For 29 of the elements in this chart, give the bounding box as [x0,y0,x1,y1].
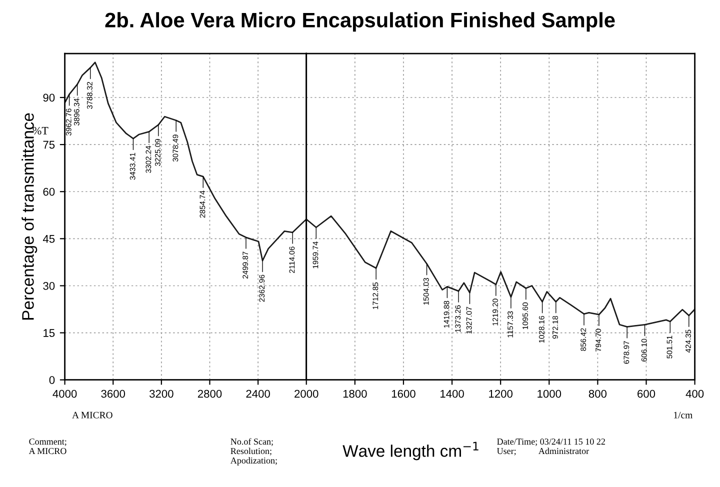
text: No.of Scan; Resolution; Apodization; [230,438,277,466]
x-tick-label: 400 [686,390,704,398]
text: A MICRO [72,412,112,418]
x-tick-label: 1800 [343,390,367,398]
text: 1/cm [674,412,692,418]
y-tick-label: 45 [42,235,55,243]
x-tick-label: 2800 [198,390,222,398]
text: Comment; A MICRO [28,438,66,454]
x-tick-label: 1400 [440,390,464,398]
text: 2b. Aloe Vera Micro Encapsulation Finished Sample [105,12,615,32]
x-tick-label: 3200 [149,390,174,398]
x-tick-label: 4000 [52,390,77,398]
y-tick-label: 60 [43,188,55,196]
x-tick-label: 1000 [538,390,562,398]
x-axis-title: Wave length cm$^{−1}$ [342,442,478,460]
x-tick-label: 600 [638,390,656,398]
x-tick-label: 1600 [392,390,416,398]
y-tick-label: 0 [49,376,55,384]
x-tick-label: 3600 [101,390,126,398]
x-tick-label: 800 [588,390,607,398]
x-tick-label: 2000 [294,390,318,398]
text: %T [32,126,48,134]
y-tick-label: 15 [44,329,55,337]
y-tick-label: 90 [43,94,55,102]
y-tick-label: 75 [43,140,55,149]
text: Date/Time; 03/24/11 15 10 22 User; Administrator [496,438,605,456]
x-tick-label: 2400 [246,390,270,398]
y-tick-label: 30 [43,282,55,290]
x-tick-label: 1200 [489,390,513,398]
